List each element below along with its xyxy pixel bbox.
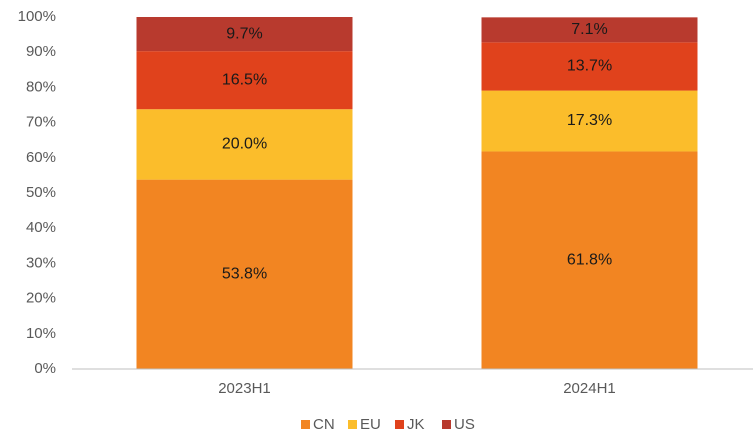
y-tick-label: 0% xyxy=(34,360,56,377)
x-tick-label: 2024H1 xyxy=(563,380,616,397)
y-tick-label: 50% xyxy=(26,184,56,201)
bar-segment xyxy=(481,151,698,369)
bar-segment xyxy=(481,17,698,43)
data-label: 7.1% xyxy=(571,21,607,38)
bar-segment xyxy=(136,51,353,110)
bar-segment xyxy=(136,179,353,369)
data-label: 13.7% xyxy=(567,58,612,75)
legend-label: CN xyxy=(313,416,335,433)
legend-label: EU xyxy=(360,416,381,433)
legend-label: JK xyxy=(407,416,425,433)
legend-swatch xyxy=(442,420,451,429)
bar-segment xyxy=(481,90,698,152)
y-tick-label: 10% xyxy=(26,325,56,342)
bar-segment xyxy=(136,109,353,180)
x-tick-label: 2023H1 xyxy=(218,380,271,397)
data-label: 20.0% xyxy=(222,136,267,153)
data-label: 53.8% xyxy=(222,266,267,283)
y-tick-label: 100% xyxy=(18,8,56,25)
legend-label: US xyxy=(454,416,475,433)
data-label: 16.5% xyxy=(222,71,267,88)
y-tick-label: 20% xyxy=(26,290,56,307)
legend-swatch xyxy=(348,420,357,429)
legend-swatch xyxy=(395,420,404,429)
data-label: 17.3% xyxy=(567,112,612,129)
data-label: 61.8% xyxy=(567,251,612,268)
y-tick-label: 60% xyxy=(26,149,56,166)
y-tick-label: 80% xyxy=(26,78,56,95)
y-tick-label: 40% xyxy=(26,219,56,236)
bar-segment xyxy=(481,42,698,91)
legend-swatch xyxy=(301,420,310,429)
bar-segment xyxy=(136,17,353,52)
y-tick-label: 90% xyxy=(26,43,56,60)
data-label: 9.7% xyxy=(226,25,262,42)
y-tick-label: 30% xyxy=(26,254,56,271)
y-tick-label: 70% xyxy=(26,114,56,131)
